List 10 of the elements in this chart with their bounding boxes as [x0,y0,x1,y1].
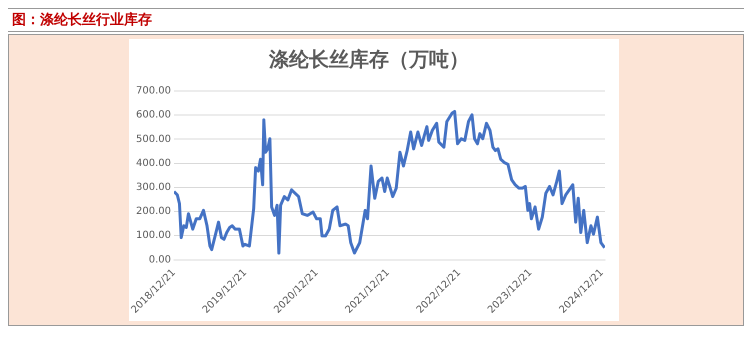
y-tick-label: 100.00 [136,230,171,242]
y-tick-label: 500.00 [136,134,171,145]
chart-title: 图：涤纶长丝行业库存 [12,11,152,29]
chart-subtitle: 涤纶长丝库存（万吨） [268,47,469,72]
y-tick-label: 400.00 [136,158,171,169]
y-tick-label: 200.00 [136,206,171,218]
y-tick-label: 300.00 [136,182,171,194]
y-tick-label: 700.00 [136,86,171,97]
y-tick-label: 600.00 [136,110,171,121]
y-tick-label: 0.00 [148,254,171,266]
